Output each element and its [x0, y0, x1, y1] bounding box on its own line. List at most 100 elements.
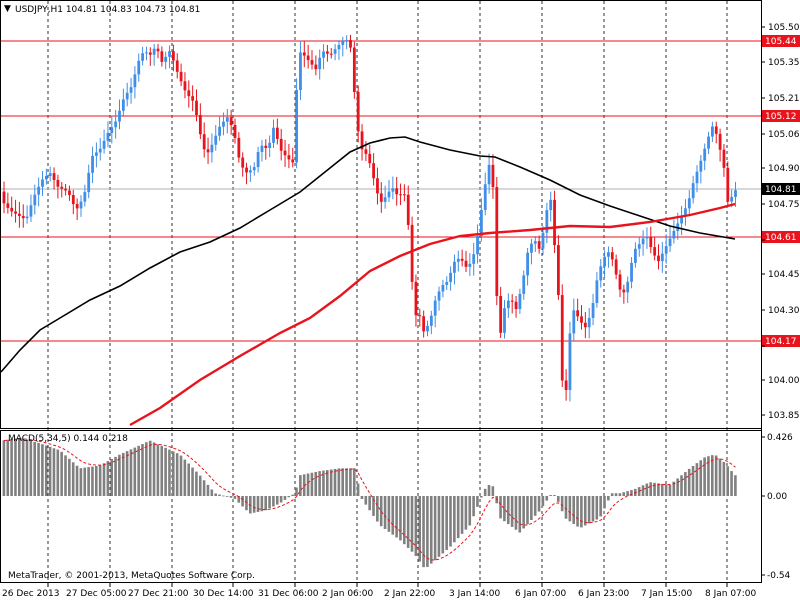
- level-tag: [762, 110, 800, 122]
- time-label: 27 Dec 21:00: [128, 589, 189, 599]
- candle-body: [622, 289, 626, 293]
- candle-body: [545, 210, 549, 233]
- candle-body: [464, 260, 468, 267]
- candle-body: [152, 48, 156, 55]
- time-label: 6 Jan 07:00: [515, 589, 567, 599]
- candle-body: [660, 253, 664, 262]
- level-tag-label: 104.17: [765, 337, 797, 347]
- candle-body: [480, 209, 483, 237]
- candle-body: [399, 194, 402, 196]
- candle-body: [580, 316, 583, 323]
- macd-bar: [557, 496, 560, 502]
- candle-body: [37, 186, 41, 195]
- candle-body: [137, 60, 141, 75]
- macd-bar: [491, 486, 495, 496]
- macd-bar: [487, 485, 491, 496]
- candle-body: [422, 316, 426, 332]
- macd-bar: [195, 471, 198, 496]
- macd-bar: [268, 496, 271, 509]
- chart-title-arrow-icon[interactable]: ▼: [4, 4, 11, 14]
- macd-bar: [583, 496, 587, 526]
- macd-bar: [410, 496, 414, 552]
- macd-bar: [530, 496, 533, 521]
- macd-bar: [168, 449, 171, 496]
- macd-bar: [406, 496, 410, 548]
- candles: [2, 34, 737, 402]
- candle-body: [607, 252, 610, 257]
- candle-body: [637, 244, 641, 249]
- macd-bar: [641, 485, 645, 496]
- candle-body: [56, 179, 60, 187]
- macd-bar: [256, 496, 260, 512]
- candle-body: [229, 117, 233, 125]
- candle-body: [510, 300, 514, 302]
- candle-body: [429, 315, 433, 326]
- candle-body: [314, 64, 318, 70]
- macd-bar: [564, 496, 568, 519]
- candle-body: [483, 184, 487, 210]
- macd-tick-label: 0.426: [767, 433, 793, 443]
- macd-bar: [102, 463, 106, 496]
- candle-body: [299, 52, 302, 91]
- macd-bar: [345, 468, 348, 496]
- macd-bar: [364, 496, 368, 505]
- macd-bar: [580, 496, 583, 528]
- macd-bar: [222, 495, 225, 497]
- macd-bar: [460, 496, 464, 534]
- candle-body: [391, 188, 395, 192]
- macd-bar: [106, 461, 110, 496]
- candle-body: [91, 155, 94, 173]
- candle-body: [302, 52, 306, 56]
- candle-body: [403, 194, 406, 196]
- macd-bar: [734, 475, 737, 496]
- candle-body: [376, 178, 379, 194]
- candle-body: [553, 199, 556, 246]
- macd-bar: [56, 449, 60, 496]
- candle-body: [168, 51, 171, 57]
- macd-bar: [587, 496, 591, 524]
- time-label: 27 Dec 05:00: [66, 589, 127, 599]
- candle-body: [337, 44, 341, 50]
- candle-body: [491, 164, 495, 188]
- macd-bar: [41, 444, 44, 496]
- candle-body: [241, 157, 245, 168]
- candle-body: [118, 110, 121, 122]
- macd-bar: [260, 496, 264, 512]
- candle-body: [576, 310, 580, 317]
- macd-bar: [403, 496, 406, 545]
- macd-bar: [314, 471, 318, 496]
- macd-bar: [672, 481, 676, 496]
- candle-body: [680, 215, 683, 224]
- candle-body: [522, 275, 526, 294]
- candle-body: [514, 301, 518, 309]
- macd-bar: [198, 475, 202, 496]
- macd-bar: [110, 458, 113, 496]
- macd-bar: [322, 470, 325, 496]
- macd-bar: [245, 496, 248, 511]
- candle-body: [214, 135, 218, 145]
- price-tick-label: 105.35: [768, 58, 800, 68]
- macd-bar: [645, 483, 649, 496]
- macd-bar: [218, 494, 221, 496]
- candle-body: [526, 252, 529, 276]
- candle-body: [406, 194, 410, 225]
- macd-bar: [506, 496, 510, 525]
- macd-bar: [21, 438, 25, 496]
- macd-bar: [695, 463, 699, 496]
- macd-bar: [445, 496, 448, 551]
- candle-body: [202, 134, 206, 150]
- candle-body: [437, 291, 441, 301]
- candle-body: [210, 144, 214, 153]
- macd-bar: [383, 496, 387, 530]
- candle-body: [225, 117, 229, 122]
- candle-body: [572, 310, 576, 334]
- macd-histogram: [2, 437, 737, 568]
- macd-bar: [568, 496, 572, 522]
- macd-bar: [306, 473, 310, 496]
- candle-body: [245, 167, 248, 173]
- price-tick-label: 105.21: [768, 94, 800, 104]
- macd-bar: [299, 475, 302, 496]
- macd-bar: [125, 451, 129, 496]
